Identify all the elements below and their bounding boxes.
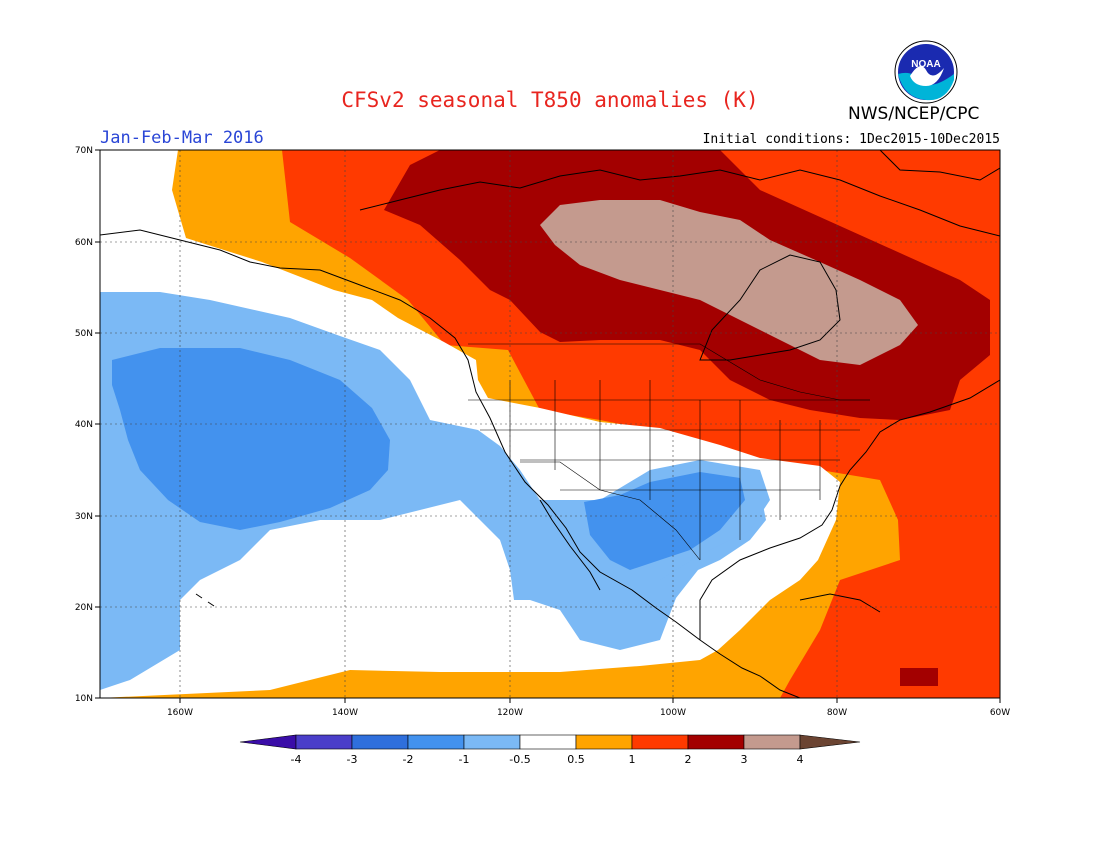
coastline-north-america [100, 229, 801, 698]
lat-label: 60N [75, 238, 93, 248]
colorbar [239, 734, 861, 750]
colorbar-tick-label: -0.5 [509, 753, 530, 766]
lat-label: 50N [75, 329, 93, 339]
agency-label: NWS/NCEP/CPC [848, 104, 980, 124]
colorbar-cell [687, 734, 745, 750]
grid-lines [100, 150, 1000, 698]
noaa-logo: NOAA [894, 40, 958, 104]
logo-text: NOAA [911, 59, 940, 70]
lat-label: 20N [75, 603, 93, 613]
colorbar-tick-label: 3 [741, 753, 748, 766]
colorbar-tick-label: 0.5 [567, 753, 585, 766]
anomaly-field-minus-1-minus-2-texas [584, 472, 745, 570]
colorbar-cell [407, 734, 465, 750]
colorbar-cell [519, 734, 577, 750]
colorbar-tick-label: 4 [797, 753, 804, 766]
coastlines [100, 150, 1000, 698]
colorbar-cell-highest [799, 734, 861, 750]
colorbar-cell [631, 734, 689, 750]
anomaly-field-caribbean [900, 668, 938, 686]
map-title: CFSv2 seasonal T850 anomalies (K) [341, 88, 759, 112]
lon-label: 100W [660, 708, 686, 718]
coastline-gulf [699, 379, 1000, 640]
lat-label: 70N [75, 146, 93, 156]
coastline-greenland [879, 150, 1000, 181]
axis-ticks [95, 149, 1001, 703]
lon-label: 120W [497, 708, 523, 718]
lon-label: 140W [332, 708, 358, 718]
anomaly-field-3-4 [540, 200, 918, 365]
lon-label: 160W [167, 708, 193, 718]
colorbar-cell [575, 734, 633, 750]
lat-label: 40N [75, 420, 93, 430]
lon-label: 60W [990, 708, 1010, 718]
coastline-arctic [359, 169, 1000, 237]
us-mexico-border [520, 461, 701, 561]
colorbar-cell [295, 734, 353, 750]
colorbar-tick-label: -1 [459, 753, 470, 766]
colorbar-tick-label: 1 [629, 753, 636, 766]
lat-label: 30N [75, 512, 93, 522]
colorbar-tick-label: 2 [685, 753, 692, 766]
anomaly-field-minus-1-minus-2 [112, 348, 390, 530]
map-plot-area [100, 150, 1000, 698]
colorbar-tick-label: -3 [347, 753, 358, 766]
colorbar-cell [743, 734, 801, 750]
colorbar-cell [351, 734, 409, 750]
coastline-hudson-bay [699, 254, 841, 361]
coastline-cuba [799, 593, 881, 613]
season-label: Jan-Feb-Mar 2016 [100, 128, 264, 148]
colorbar-cell-lowest [239, 734, 297, 750]
coastline-baja [539, 499, 601, 591]
colorbar-tick-label: -4 [291, 753, 302, 766]
colorbar-tick-label: -2 [403, 753, 414, 766]
colorbar-cell [463, 734, 521, 750]
coastline-hawaii [195, 593, 215, 607]
lat-label: 10N [75, 694, 93, 704]
lon-label: 80W [827, 708, 847, 718]
initial-conditions-label: Initial conditions: 1Dec2015-10Dec2015 [702, 132, 1000, 147]
